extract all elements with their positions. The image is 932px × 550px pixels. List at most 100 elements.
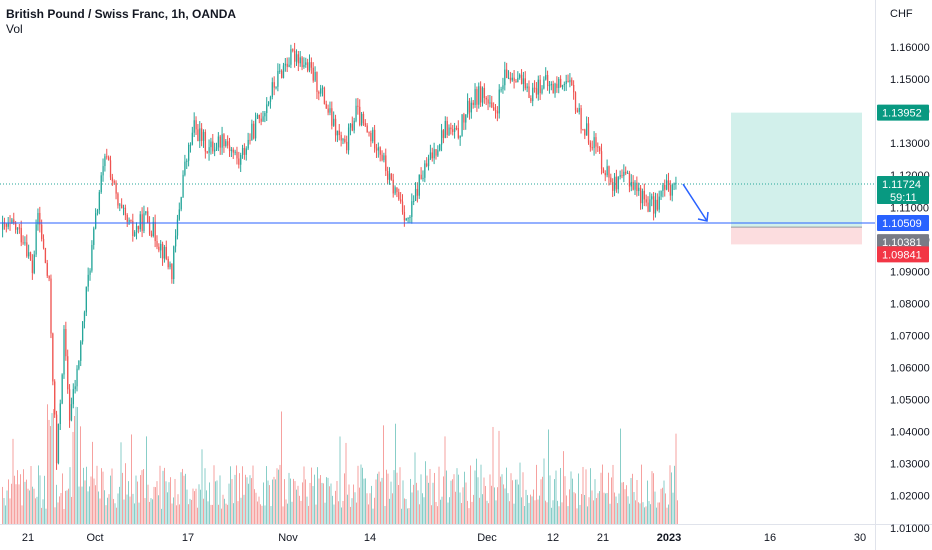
x-tick-label: 21 <box>22 532 34 544</box>
volume-bar <box>393 470 395 524</box>
candle <box>403 211 406 221</box>
candle <box>320 88 322 94</box>
volume-bar <box>198 484 200 524</box>
volume-bar <box>188 504 189 524</box>
volume-bar <box>558 506 560 524</box>
volume-bar <box>593 500 594 524</box>
volume-bar <box>177 494 179 524</box>
candle <box>65 329 67 357</box>
volume-bar <box>620 428 621 524</box>
candle <box>439 144 441 151</box>
candle <box>251 123 253 141</box>
candle <box>481 87 484 103</box>
candle <box>37 212 39 225</box>
volume-bar <box>623 482 624 524</box>
volume-bar <box>74 415 75 524</box>
volume-bar <box>296 489 297 524</box>
loss-zone <box>731 227 862 245</box>
volume-bar <box>372 508 374 524</box>
volume-bar <box>503 484 504 524</box>
candle <box>550 83 552 86</box>
candle <box>195 120 197 130</box>
candle <box>312 67 314 81</box>
volume-bar <box>162 470 164 524</box>
volume-bar <box>24 481 26 524</box>
volume-bar <box>138 502 140 524</box>
y-tick-label: 1.02000 <box>890 491 930 503</box>
volume-bar <box>533 489 534 524</box>
volume-bar <box>182 468 183 524</box>
y-tick-label: 1.09000 <box>890 266 930 278</box>
y-tick-label: 1.04000 <box>890 427 930 439</box>
volume-bars <box>2 404 678 524</box>
volume-bar <box>666 507 668 524</box>
volume-bar <box>233 503 234 524</box>
volume-bar <box>483 477 485 524</box>
candle <box>485 97 487 100</box>
candle <box>240 154 242 165</box>
candle <box>161 243 164 259</box>
volume-bar <box>327 477 329 524</box>
volume-bar <box>476 458 477 524</box>
y-tick-label: 1.03000 <box>890 459 930 471</box>
candle <box>411 201 413 217</box>
volume-bar <box>527 495 528 524</box>
candle <box>539 79 541 94</box>
candle <box>68 389 71 421</box>
volume-bar <box>677 500 678 524</box>
candle <box>331 108 333 126</box>
volume-bar <box>147 484 149 524</box>
volume-bar <box>6 490 8 524</box>
candle <box>147 211 149 223</box>
symbol-title[interactable]: British Pound / Swiss Franc, 1h, OANDA <box>6 7 237 21</box>
volume-bar <box>243 494 245 524</box>
volume-bar <box>86 466 87 524</box>
stop-price-tag: 1.09841 <box>882 249 922 261</box>
volume-bar <box>98 491 99 524</box>
candle <box>506 69 508 78</box>
candle <box>31 260 34 273</box>
candle <box>171 263 173 280</box>
volume-bar <box>551 507 552 524</box>
volume-bar <box>90 476 92 524</box>
candle <box>247 139 249 149</box>
candle <box>61 374 63 404</box>
volume-bar <box>584 495 585 524</box>
candle <box>615 176 618 190</box>
volume-bar <box>555 470 557 524</box>
candle <box>489 102 491 104</box>
candle <box>375 148 378 151</box>
candle <box>416 188 419 196</box>
volume-bar <box>632 473 633 524</box>
candle <box>558 78 560 88</box>
volume-bar <box>257 501 258 524</box>
candle <box>266 104 268 114</box>
candle <box>457 128 459 138</box>
candle <box>154 221 156 241</box>
candle <box>191 132 194 145</box>
candle <box>96 210 99 214</box>
candle <box>372 129 374 142</box>
volume-bar <box>267 480 269 524</box>
volume-bar <box>293 478 294 524</box>
candle <box>628 172 631 187</box>
candle <box>673 183 675 185</box>
candle <box>344 139 346 142</box>
volume-bar <box>341 507 342 524</box>
volume-bar <box>131 434 132 524</box>
volume-bar <box>279 464 281 524</box>
candle <box>126 215 128 222</box>
candle <box>420 174 422 179</box>
volume-bar <box>105 505 107 524</box>
volume-bar <box>626 485 627 524</box>
volume-bar <box>630 478 632 524</box>
volume-bar <box>129 496 131 524</box>
candle <box>513 77 515 81</box>
candle <box>102 166 104 176</box>
volume-label[interactable]: Vol <box>6 22 23 36</box>
candle <box>232 149 234 153</box>
volume-bar <box>11 483 12 524</box>
volume-bar <box>9 498 11 524</box>
candle <box>347 127 350 151</box>
